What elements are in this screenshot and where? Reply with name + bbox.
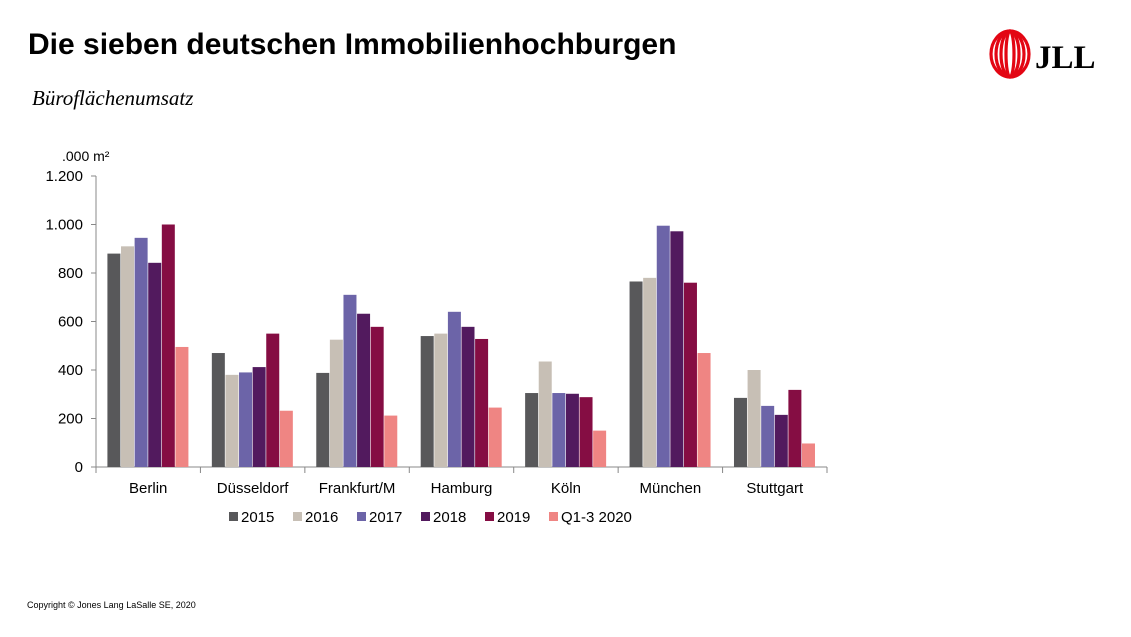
- y-tick-label: 200: [58, 411, 83, 428]
- bar-q1-3-2020-2: [384, 415, 398, 467]
- bar-2016-4: [538, 361, 552, 467]
- copyright-text: Copyright © Jones Lang LaSalle SE, 2020: [27, 600, 196, 610]
- jll-logo-mark: [989, 29, 1031, 79]
- bar-2017-2: [343, 294, 357, 467]
- bar-2016-5: [643, 277, 657, 467]
- bar-2018-3: [461, 326, 475, 467]
- x-category-label: Berlin: [129, 480, 167, 497]
- legend-label: 2018: [433, 509, 466, 526]
- legend-swatch: [549, 512, 558, 521]
- legend-swatch: [421, 512, 430, 521]
- legend-swatch: [485, 512, 494, 521]
- bar-2017-3: [447, 311, 461, 467]
- bar-2019-1: [266, 333, 280, 467]
- bar-2016-2: [329, 339, 343, 467]
- bar-2016-1: [225, 374, 239, 467]
- bar-q1-3-2020-5: [697, 353, 711, 467]
- legend-label: 2015: [241, 509, 274, 526]
- y-tick-label: 800: [58, 265, 83, 282]
- y-tick-label: 1.000: [45, 217, 83, 234]
- x-category-label: Düsseldorf: [217, 480, 290, 497]
- bar-2018-5: [670, 231, 684, 467]
- bar-2019-3: [475, 338, 489, 467]
- x-category-label: Stuttgart: [746, 480, 804, 497]
- bar-q1-3-2020-3: [488, 407, 502, 467]
- bar-2015-0: [107, 253, 121, 467]
- page-title: Die sieben deutschen Immobilienhochburge…: [28, 28, 677, 61]
- bar-2017-4: [552, 393, 566, 467]
- bar-2015-4: [525, 393, 539, 467]
- legend-swatch: [229, 512, 238, 521]
- bar-2019-4: [579, 397, 593, 467]
- x-category-label: Hamburg: [431, 480, 493, 497]
- bar-2015-1: [211, 353, 225, 467]
- bar-2017-0: [134, 237, 148, 467]
- bar-2018-4: [565, 393, 579, 467]
- y-tick-label: 1.200: [45, 168, 83, 185]
- bar-2015-6: [733, 397, 747, 467]
- bar-2017-1: [239, 372, 253, 467]
- bar-2018-6: [774, 414, 788, 467]
- chart-marks: 0 200 400 600 800 1.000 1.200 Berlin Düsseldorf F…: [45, 168, 828, 526]
- x-category-label: Frankfurt/M: [319, 480, 396, 497]
- x-category-label: Köln: [551, 480, 581, 497]
- legend-swatch: [293, 512, 302, 521]
- y-tick-label: 600: [58, 314, 83, 331]
- bar-q1-3-2020-4: [593, 430, 607, 467]
- bar-2016-6: [747, 370, 761, 467]
- bar-q1-3-2020-1: [279, 410, 293, 467]
- jll-logo-text: JLL: [1035, 40, 1096, 76]
- bar-2019-2: [370, 326, 384, 467]
- bar-2016-3: [434, 333, 448, 467]
- bar-2018-2: [357, 313, 371, 467]
- bar-q1-3-2020-6: [801, 443, 815, 467]
- y-tick-label: 0: [75, 459, 83, 476]
- bar-2015-5: [629, 281, 643, 467]
- page-subtitle: Büroflächenumsatz: [32, 86, 194, 110]
- bar-2015-2: [316, 372, 330, 467]
- jll-logo-icon: JLL: [989, 29, 1096, 79]
- bar-2018-1: [252, 367, 266, 467]
- legend-label: Q1-3 2020: [561, 509, 632, 526]
- bar-2019-5: [683, 282, 697, 467]
- x-category-label: München: [639, 480, 701, 497]
- bar-2017-5: [656, 225, 670, 467]
- legend-swatch: [357, 512, 366, 521]
- y-axis-unit-label: .000 m²: [62, 148, 110, 164]
- bar-2017-6: [761, 405, 775, 467]
- legend-label: 2016: [305, 509, 338, 526]
- bar-2015-3: [420, 336, 434, 467]
- bar-2019-0: [161, 224, 175, 467]
- bar-2016-0: [121, 246, 135, 467]
- y-tick-label: 400: [58, 362, 83, 379]
- bar-q1-3-2020-0: [175, 346, 189, 467]
- legend-label: 2019: [497, 509, 530, 526]
- bar-2018-0: [148, 262, 162, 467]
- bar-2019-6: [788, 389, 802, 467]
- legend-label: 2017: [369, 509, 402, 526]
